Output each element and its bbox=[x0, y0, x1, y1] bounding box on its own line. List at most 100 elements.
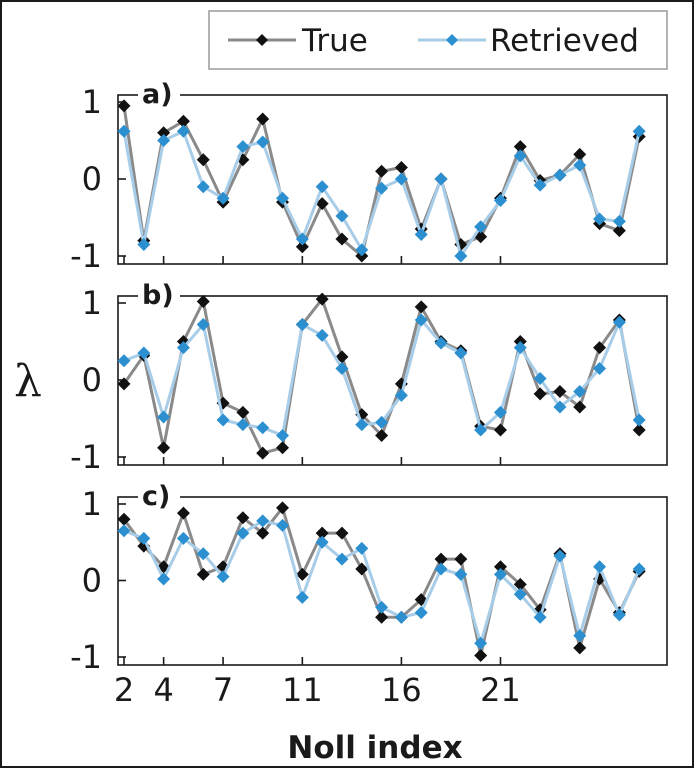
data-point-retrieved bbox=[533, 371, 547, 385]
data-point-retrieved bbox=[493, 405, 507, 419]
data-point-true bbox=[493, 423, 507, 437]
data-point-true bbox=[335, 526, 349, 540]
x-tick-label: 2 bbox=[114, 671, 134, 709]
data-point-retrieved bbox=[593, 361, 607, 375]
data-point-true bbox=[295, 240, 309, 254]
y-tick-label: -1 bbox=[70, 638, 102, 676]
data-point-true bbox=[117, 377, 131, 391]
panel-frame bbox=[117, 496, 668, 666]
data-point-true bbox=[593, 341, 607, 355]
data-point-retrieved bbox=[573, 385, 587, 399]
x-tick-label: 7 bbox=[213, 671, 233, 709]
data-point-true bbox=[236, 405, 250, 419]
data-point-true bbox=[236, 511, 250, 525]
data-point-retrieved bbox=[394, 610, 408, 624]
data-point-true bbox=[375, 610, 389, 624]
data-point-retrieved bbox=[533, 610, 547, 624]
legend-retrieved-label: Retrieved bbox=[490, 23, 639, 59]
data-point-retrieved bbox=[632, 562, 646, 576]
y-tick-label: 0 bbox=[82, 361, 102, 399]
data-point-true bbox=[513, 577, 527, 591]
panel-label: a) bbox=[142, 79, 173, 110]
data-point-retrieved bbox=[593, 212, 607, 226]
data-point-retrieved bbox=[335, 361, 349, 375]
data-point-true bbox=[493, 560, 507, 574]
data-point-retrieved bbox=[474, 220, 488, 234]
data-point-retrieved bbox=[513, 149, 527, 163]
data-point-retrieved bbox=[493, 194, 507, 208]
data-point-retrieved bbox=[632, 124, 646, 138]
y-tick-label: -1 bbox=[70, 438, 102, 476]
data-point-true bbox=[176, 506, 190, 520]
panel-label-backing bbox=[138, 481, 180, 509]
data-point-retrieved bbox=[117, 524, 131, 538]
data-point-true bbox=[335, 232, 349, 246]
data-point-retrieved bbox=[513, 341, 527, 355]
data-point-retrieved bbox=[137, 237, 151, 251]
data-point-retrieved bbox=[335, 552, 349, 566]
data-point-retrieved bbox=[295, 232, 309, 246]
data-point-retrieved bbox=[474, 423, 488, 437]
data-point-retrieved bbox=[315, 328, 329, 342]
x-tick-label: 11 bbox=[282, 671, 323, 709]
data-point-retrieved bbox=[434, 336, 448, 350]
data-point-retrieved bbox=[474, 636, 488, 650]
data-point-retrieved bbox=[117, 124, 131, 138]
data-point-retrieved bbox=[355, 418, 369, 432]
y-tick-label: 1 bbox=[82, 284, 102, 322]
data-point-true bbox=[157, 441, 171, 455]
data-point-true bbox=[196, 153, 210, 167]
data-point-true bbox=[573, 400, 587, 414]
data-point-retrieved bbox=[295, 590, 309, 604]
data-point-true bbox=[256, 112, 270, 126]
data-point-retrieved bbox=[414, 606, 428, 620]
data-point-retrieved bbox=[196, 547, 210, 561]
data-point-retrieved bbox=[117, 354, 131, 368]
data-point-true bbox=[375, 428, 389, 442]
data-point-true bbox=[434, 552, 448, 566]
data-point-retrieved bbox=[236, 140, 250, 154]
data-point-retrieved bbox=[176, 531, 190, 545]
data-point-true bbox=[632, 423, 646, 437]
data-point-retrieved bbox=[454, 249, 468, 263]
legend-true-label: True bbox=[301, 23, 368, 59]
data-point-true bbox=[573, 641, 587, 655]
data-point-true bbox=[414, 300, 428, 314]
data-point-true bbox=[553, 385, 567, 399]
data-point-retrieved bbox=[513, 587, 527, 601]
data-point-retrieved bbox=[394, 388, 408, 402]
data-point-true bbox=[315, 197, 329, 211]
data-point-retrieved bbox=[196, 180, 210, 194]
data-point-retrieved bbox=[157, 572, 171, 586]
data-point-retrieved bbox=[157, 134, 171, 147]
data-point-retrieved bbox=[553, 400, 567, 414]
panel-b: b) -1 0 1 bbox=[70, 280, 668, 476]
legend-true-marker bbox=[256, 34, 268, 46]
data-point-retrieved bbox=[137, 531, 151, 545]
series-line-true bbox=[122, 506, 641, 657]
data-point-retrieved bbox=[593, 560, 607, 574]
data-point-true bbox=[196, 567, 210, 581]
data-point-retrieved bbox=[335, 209, 349, 223]
data-point-retrieved bbox=[157, 410, 171, 424]
panel-label: c) bbox=[142, 481, 170, 512]
data-point-retrieved bbox=[236, 418, 250, 432]
data-point-retrieved bbox=[216, 570, 230, 584]
data-point-retrieved bbox=[176, 341, 190, 355]
data-point-true bbox=[176, 114, 190, 128]
data-point-retrieved bbox=[454, 567, 468, 581]
data-point-retrieved bbox=[315, 535, 329, 549]
panel-a: a) -1 0 1 bbox=[70, 79, 668, 275]
data-point-true bbox=[573, 147, 587, 161]
x-tick-label: 16 bbox=[381, 671, 422, 709]
x-tick-label: 4 bbox=[153, 671, 173, 709]
data-point-retrieved bbox=[553, 549, 567, 563]
data-point-true bbox=[117, 512, 131, 526]
legend-retrieved-marker bbox=[446, 34, 458, 46]
data-point-retrieved bbox=[276, 518, 290, 532]
data-point-retrieved bbox=[612, 315, 626, 329]
data-point-retrieved bbox=[414, 227, 428, 241]
data-point-retrieved bbox=[276, 428, 290, 442]
